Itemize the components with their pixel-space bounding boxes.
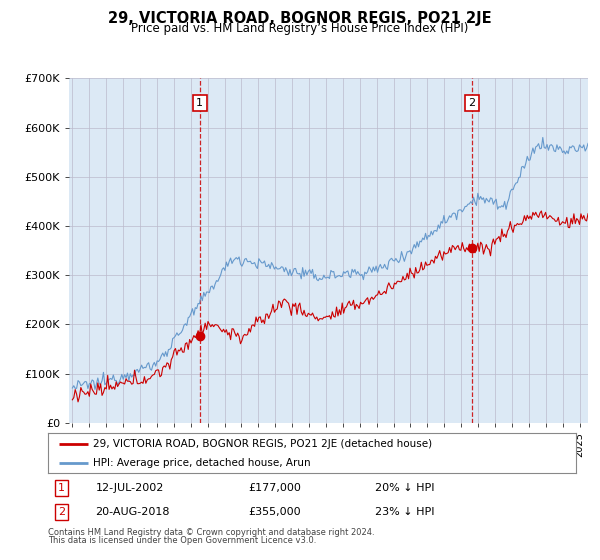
Text: £177,000: £177,000 [248, 483, 302, 493]
Text: £355,000: £355,000 [248, 507, 301, 517]
Text: 2: 2 [468, 98, 475, 108]
Text: 20-AUG-2018: 20-AUG-2018 [95, 507, 170, 517]
Text: 29, VICTORIA ROAD, BOGNOR REGIS, PO21 2JE (detached house): 29, VICTORIA ROAD, BOGNOR REGIS, PO21 2J… [93, 439, 432, 449]
Text: 29, VICTORIA ROAD, BOGNOR REGIS, PO21 2JE: 29, VICTORIA ROAD, BOGNOR REGIS, PO21 2J… [108, 11, 492, 26]
Text: This data is licensed under the Open Government Licence v3.0.: This data is licensed under the Open Gov… [48, 536, 316, 545]
Text: 12-JUL-2002: 12-JUL-2002 [95, 483, 164, 493]
Text: 1: 1 [58, 483, 65, 493]
Text: 20% ↓ HPI: 20% ↓ HPI [376, 483, 435, 493]
Text: Contains HM Land Registry data © Crown copyright and database right 2024.: Contains HM Land Registry data © Crown c… [48, 528, 374, 536]
Text: 23% ↓ HPI: 23% ↓ HPI [376, 507, 435, 517]
Text: 2: 2 [58, 507, 65, 517]
Text: 1: 1 [196, 98, 203, 108]
Text: HPI: Average price, detached house, Arun: HPI: Average price, detached house, Arun [93, 458, 311, 468]
Text: Price paid vs. HM Land Registry’s House Price Index (HPI): Price paid vs. HM Land Registry’s House … [131, 22, 469, 35]
